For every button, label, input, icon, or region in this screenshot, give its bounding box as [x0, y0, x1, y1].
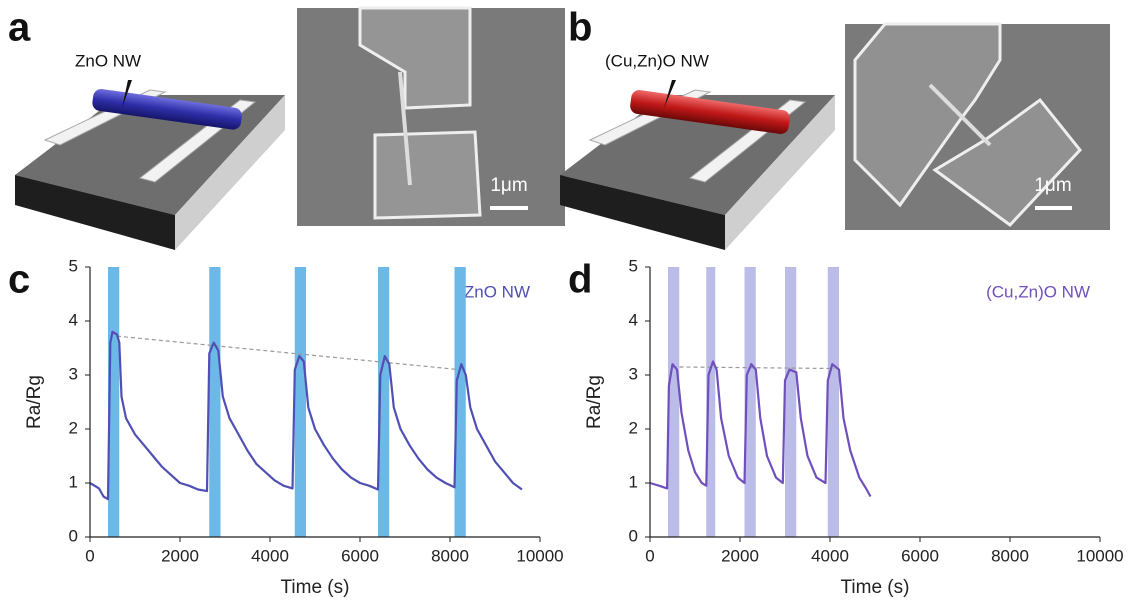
x-tick-label: 4000: [811, 546, 849, 565]
panel-label: d: [568, 258, 592, 302]
y-axis-label: Ra/Rg: [584, 375, 605, 429]
exposure-band: [668, 267, 680, 537]
x-tick-label: 4000: [251, 546, 289, 565]
sem-nanowire: [928, 83, 992, 147]
y-tick-label: 4: [69, 310, 78, 329]
y-tick-label: 1: [69, 472, 78, 491]
x-tick-label: 0: [85, 546, 94, 565]
x-tick-label: 8000: [991, 546, 1029, 565]
panel-label: b: [568, 6, 592, 50]
exposure-band: [744, 267, 756, 537]
substrate-front: [560, 175, 725, 250]
annotation: (Cu,Zn)O NW: [605, 51, 709, 70]
chart: c ZnO NW 0 1 2 3 4 5 0 2000 4000 6000 8000 10000 Time …: [8, 256, 564, 598]
substrate-side: [175, 95, 285, 250]
exposure-band: [378, 267, 390, 537]
y-tick-label: 3: [69, 364, 78, 383]
data-line: [649, 360, 872, 498]
pointer: [122, 80, 132, 108]
exposure-band: [454, 267, 466, 537]
y-tick-label: 2: [629, 418, 638, 437]
x-tick-label: 6000: [901, 546, 939, 565]
panel-label: a: [8, 6, 31, 50]
y-tick-label: 4: [629, 310, 638, 329]
sem-electrode: [853, 22, 1002, 208]
nanowire: [92, 88, 242, 130]
nanowire: [630, 90, 790, 134]
scale-label: 1μm: [1034, 175, 1071, 196]
y-tick-label: 0: [629, 526, 638, 545]
panel-label: c: [8, 258, 30, 302]
y-tick-label: 2: [69, 418, 78, 437]
x-tick-label: 8000: [431, 546, 469, 565]
exposure-band: [108, 267, 120, 537]
data-line: [89, 330, 523, 501]
annotation: ZnO NW: [464, 282, 530, 301]
sem-nanowire: [398, 71, 412, 186]
y-axis-label: Ra/Rg: [24, 375, 45, 429]
exposure-band: [294, 267, 306, 537]
x-tick-label: 2000: [161, 546, 199, 565]
y-tick-label: 1: [629, 472, 638, 491]
y-tick-label: 5: [629, 256, 638, 275]
annotation: (Cu,Zn)O NW: [986, 282, 1090, 301]
exposure-band: [706, 267, 716, 537]
exposure-band: [785, 267, 797, 537]
y-tick-label: 3: [629, 364, 638, 383]
chart: d (Cu,Zn)O NW 0 1 2 3 4 5 0 2000 4000 6000 8000 10000…: [568, 256, 1124, 598]
annotation: ZnO NW: [75, 51, 141, 70]
pointer: [664, 80, 676, 108]
panel-a: a ZnO NW 1μm: [8, 6, 565, 250]
x-axis-label: Time (s): [841, 577, 910, 598]
x-tick-label: 6000: [341, 546, 379, 565]
substrate-front: [15, 175, 175, 250]
x-tick-label: 10000: [1076, 546, 1123, 565]
x-tick-label: 0: [645, 546, 654, 565]
x-tick-label: 2000: [721, 546, 759, 565]
trend-line: [672, 366, 835, 370]
scale-label: 1μm: [490, 175, 527, 196]
trend-line: [116, 335, 460, 371]
exposure-band: [209, 267, 221, 537]
substrate-side: [725, 95, 835, 250]
sem-electrode: [932, 97, 1082, 227]
y-tick-label: 0: [69, 526, 78, 545]
y-tick-label: 5: [69, 256, 78, 275]
x-axis-label: Time (s): [281, 577, 350, 598]
sem-electrode: [373, 130, 482, 220]
x-tick-label: 10000: [516, 546, 563, 565]
exposure-band: [827, 267, 839, 537]
panel-b: b (Cu,Zn)O NW 1μm: [560, 6, 1110, 250]
